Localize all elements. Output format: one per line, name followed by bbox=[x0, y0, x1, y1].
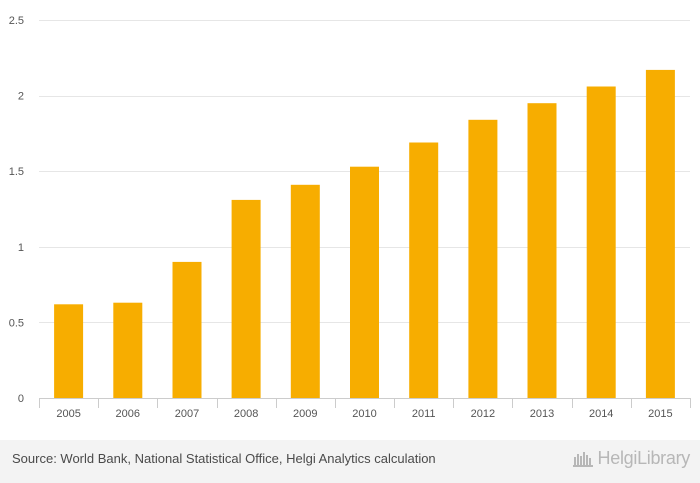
logo-text: HelgiLibrary bbox=[597, 448, 691, 468]
bar bbox=[172, 261, 202, 398]
x-tick-label: 2013 bbox=[530, 408, 554, 420]
x-tick-label: 2008 bbox=[234, 408, 258, 420]
helgi-library-logo-icon bbox=[572, 451, 593, 467]
axes bbox=[39, 398, 691, 408]
x-tick-label: 2007 bbox=[175, 408, 199, 420]
bar bbox=[409, 142, 439, 398]
y-tick-label: 1 bbox=[18, 242, 24, 254]
bar bbox=[527, 103, 557, 398]
x-tick-label: 2012 bbox=[471, 408, 495, 420]
x-tick-label: 2009 bbox=[293, 408, 317, 420]
bar bbox=[350, 166, 379, 398]
x-tick-label: 2010 bbox=[352, 408, 376, 420]
chart-footer: Source: World Bank, National Statistical… bbox=[0, 440, 700, 483]
source-note: Source: World Bank, National Statistical… bbox=[12, 451, 436, 466]
y-tick-label: 0 bbox=[18, 393, 24, 405]
y-tick-label: 0.5 bbox=[9, 317, 24, 329]
y-tick-label: 2.5 bbox=[9, 15, 24, 27]
bar-chart: 0 0.5 1 1.5 2 2.5 2005 2006 2007 2008 2009 2010 2011… bbox=[9, 15, 691, 420]
y-tick-label: 2 bbox=[18, 91, 24, 103]
x-tick-label: 2006 bbox=[116, 408, 140, 420]
bar bbox=[586, 86, 616, 398]
helgi-library-logo[interactable]: HelgiLibrary bbox=[572, 448, 691, 469]
x-tick-label: 2005 bbox=[56, 408, 80, 420]
x-tick-label: 2015 bbox=[648, 408, 672, 420]
bar bbox=[645, 69, 675, 399]
y-tick-label: 1.5 bbox=[9, 166, 24, 178]
bar bbox=[113, 302, 143, 398]
bar bbox=[54, 304, 84, 398]
x-tick-label: 2011 bbox=[412, 408, 436, 420]
tick-labels: 0 0.5 1 1.5 2 2.5 2005 2006 2007 2008 2009 2010 2011… bbox=[9, 15, 673, 420]
bars bbox=[54, 69, 675, 399]
bar bbox=[468, 119, 498, 399]
bar bbox=[290, 184, 320, 398]
x-tick-label: 2014 bbox=[589, 408, 613, 420]
bar bbox=[231, 199, 261, 398]
